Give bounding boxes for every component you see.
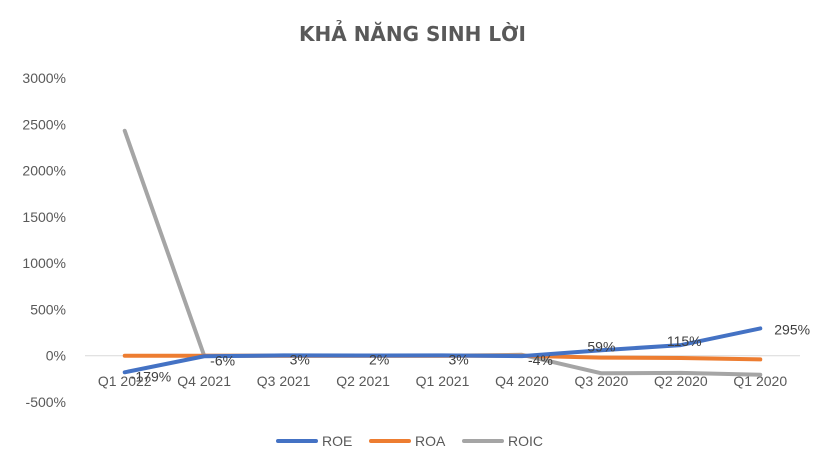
legend-label-roa: ROA [415, 433, 446, 449]
y-tick-label: 0% [46, 348, 66, 364]
data-label: 59% [587, 338, 615, 354]
x-tick-label: Q1 2020 [733, 373, 787, 389]
x-tick-label: Q4 2021 [177, 373, 231, 389]
x-tick-label: Q3 2020 [575, 373, 629, 389]
y-tick-label: 1500% [22, 209, 66, 225]
x-tick-label: Q4 2020 [495, 373, 549, 389]
data-label: 2% [369, 352, 389, 368]
legend-label-roic: ROIC [508, 433, 543, 449]
y-tick-label: 2000% [22, 163, 66, 179]
series-line-roic [122, 128, 763, 377]
data-label: 3% [290, 351, 310, 367]
legend-label-roe: ROE [322, 433, 352, 449]
x-tick-label: Q2 2021 [336, 373, 390, 389]
data-label: -179% [131, 368, 171, 384]
data-label: -6% [210, 352, 235, 368]
y-tick-label: 2500% [22, 116, 66, 132]
x-tick-label: Q2 2020 [654, 373, 708, 389]
data-label: 295% [774, 321, 810, 337]
data-label: 3% [449, 351, 469, 367]
y-tick-label: 1000% [22, 255, 66, 271]
y-tick-label: 3000% [22, 70, 66, 86]
x-tick-label: Q1 2021 [416, 373, 470, 389]
data-label: 115% [667, 333, 702, 349]
y-tick-label: 500% [30, 301, 66, 317]
series-line-roe [122, 326, 763, 375]
x-tick-label: Q3 2021 [257, 373, 311, 389]
chart-title: KHẢ NĂNG SINH LỜI [299, 22, 526, 46]
x-tick-label: Q1 2022 [98, 373, 152, 389]
y-tick-label: -500% [26, 394, 66, 410]
data-label: -4% [528, 352, 553, 368]
